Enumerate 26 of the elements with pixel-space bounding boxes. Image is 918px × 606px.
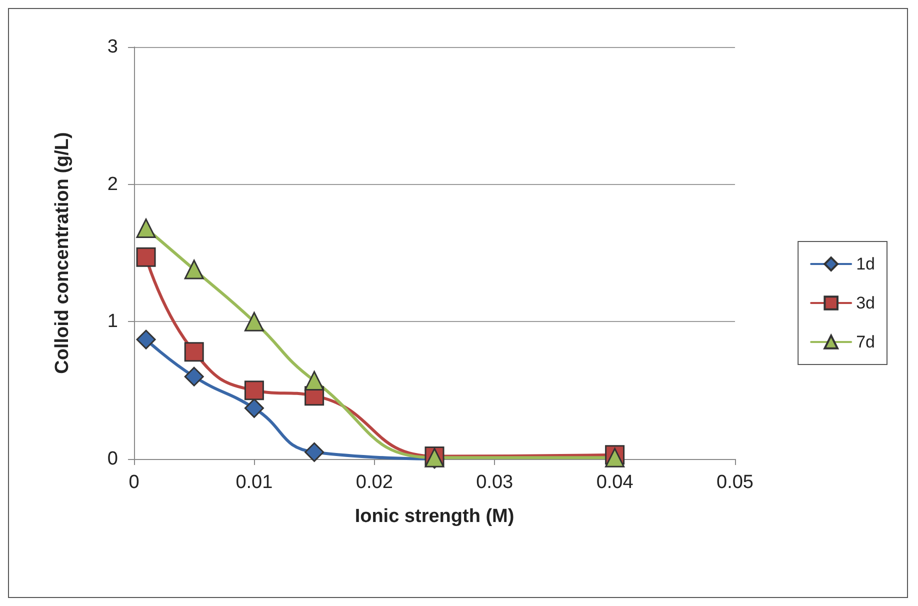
point xyxy=(184,366,204,386)
point xyxy=(244,380,264,400)
x-tick-label: 0 xyxy=(128,472,140,493)
y-axis-title: Colloid concentration (g/L) xyxy=(52,132,73,374)
point xyxy=(244,312,264,332)
y-tick-label: 2 xyxy=(107,174,118,195)
x-tick-label: 0.05 xyxy=(716,472,754,493)
legend-label: 1d xyxy=(856,254,876,274)
y-tick-label: 3 xyxy=(107,36,118,58)
x-tick-label: 0.03 xyxy=(476,472,514,493)
y-tick-label: 1 xyxy=(107,311,118,332)
x-tick-label: 0.02 xyxy=(356,472,393,493)
point xyxy=(304,442,324,462)
x-tick-label: 0.01 xyxy=(236,472,273,493)
point xyxy=(136,330,156,350)
legend-label: 7d xyxy=(856,332,876,352)
point xyxy=(136,247,156,267)
point xyxy=(244,398,264,418)
point xyxy=(184,260,204,280)
point xyxy=(304,370,324,390)
x-tick-label: 0.04 xyxy=(596,472,634,493)
point xyxy=(184,342,204,362)
point xyxy=(136,218,156,238)
legend-label: 3d xyxy=(856,294,876,312)
y-tick-label: 0 xyxy=(107,448,118,470)
x-axis-title: Ionic strength (M) xyxy=(354,506,514,527)
